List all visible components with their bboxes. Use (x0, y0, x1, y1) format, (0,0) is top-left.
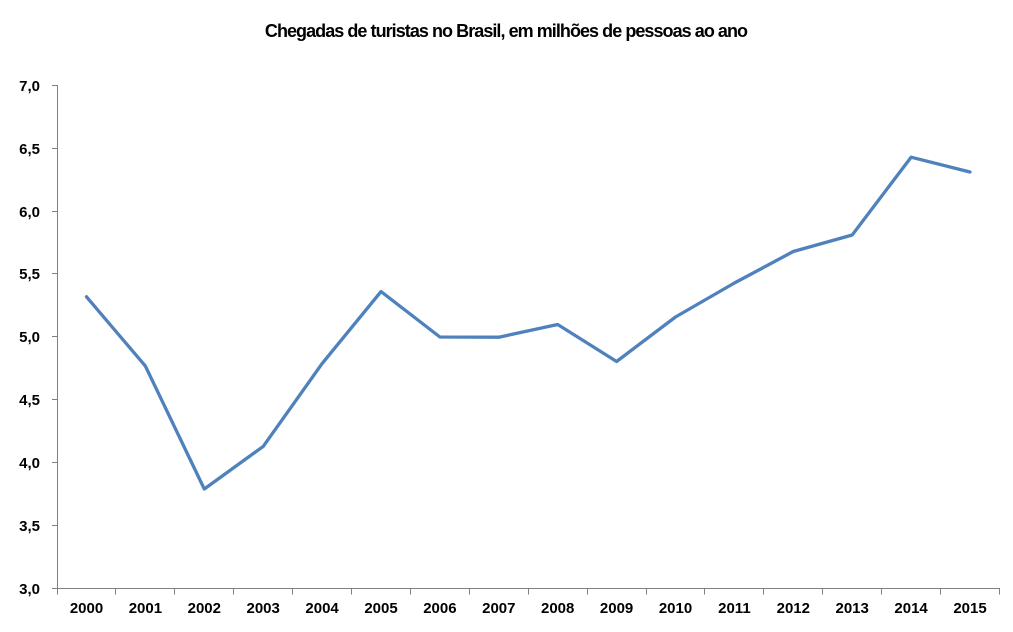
svg-text:3,5: 3,5 (19, 518, 40, 535)
svg-text:6,5: 6,5 (19, 141, 40, 158)
svg-text:2010: 2010 (659, 600, 692, 617)
svg-text:3,0: 3,0 (19, 581, 40, 598)
svg-text:2015: 2015 (953, 600, 986, 617)
svg-text:2001: 2001 (129, 600, 162, 617)
svg-text:2011: 2011 (718, 600, 751, 617)
svg-text:Chegadas de turistas no Brasil: Chegadas de turistas no Brasil, em milhõ… (265, 21, 748, 41)
svg-text:6,0: 6,0 (19, 204, 40, 221)
svg-text:2013: 2013 (836, 600, 869, 617)
svg-text:7,0: 7,0 (19, 78, 40, 95)
svg-text:2002: 2002 (188, 600, 221, 617)
svg-text:2003: 2003 (247, 600, 280, 617)
svg-text:5,0: 5,0 (19, 329, 40, 346)
svg-text:2008: 2008 (541, 600, 574, 617)
svg-text:2004: 2004 (305, 600, 339, 617)
svg-text:2007: 2007 (482, 600, 515, 617)
svg-text:2014: 2014 (894, 600, 928, 617)
svg-text:2000: 2000 (70, 600, 103, 617)
svg-text:4,0: 4,0 (19, 455, 40, 472)
svg-text:2005: 2005 (364, 600, 397, 617)
svg-text:2012: 2012 (777, 600, 810, 617)
svg-text:5,5: 5,5 (19, 266, 40, 283)
svg-text:2006: 2006 (423, 600, 456, 617)
svg-text:2009: 2009 (600, 600, 633, 617)
svg-text:4,5: 4,5 (19, 392, 40, 409)
